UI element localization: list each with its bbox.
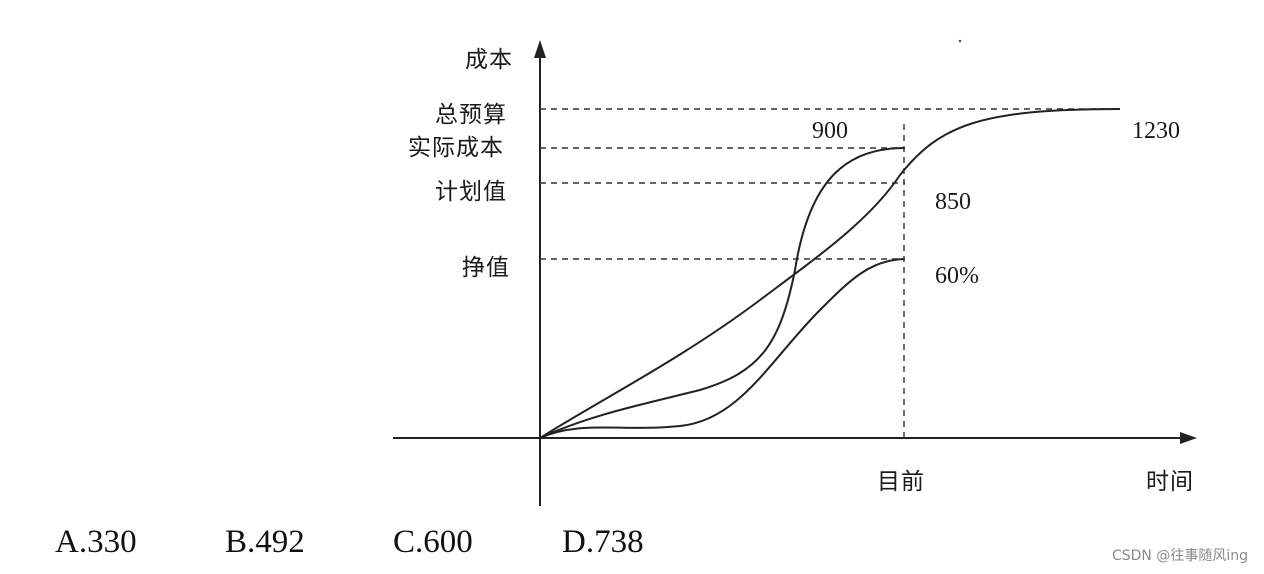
planned-value-label: 计划值 — [435, 179, 507, 205]
y-axis-label: 成本 — [465, 47, 513, 73]
x-axis-label: 时间 — [1146, 469, 1194, 495]
actual-cost-curve — [539, 147, 905, 439]
watermark: CSDN @往事随风ing — [1111, 548, 1248, 564]
actual-cost-label: 实际成本 — [408, 135, 504, 161]
earned-value-label: 挣值 — [462, 255, 510, 281]
total-budget-value: 1230 — [1132, 118, 1180, 144]
earned-percent-value: 60% — [935, 263, 979, 289]
option-a: A.330 — [55, 524, 137, 560]
y-axis-arrow — [534, 40, 546, 58]
total-budget-curve — [539, 108, 1121, 439]
planned-value-value: 850 — [935, 189, 971, 215]
stray-dot — [958, 39, 962, 43]
option-b: B.492 — [225, 524, 305, 560]
actual-cost-value: 900 — [812, 118, 848, 144]
current-time-label: 目前 — [877, 469, 925, 495]
option-c: C.600 — [393, 524, 473, 560]
earned-value-curve — [539, 258, 905, 439]
x-axis-arrow — [1180, 432, 1197, 444]
total-budget-label: 总预算 — [435, 102, 507, 128]
option-d: D.738 — [562, 524, 644, 560]
